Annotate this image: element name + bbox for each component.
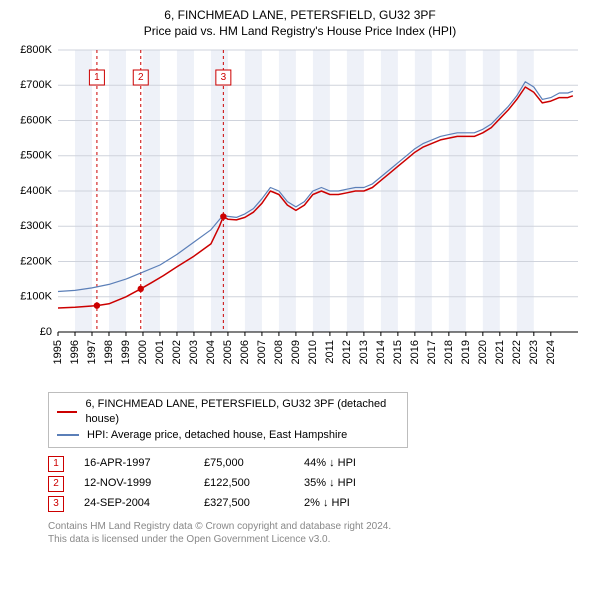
- sale-row: 1 16-APR-1997 £75,000 44% ↓ HPI: [48, 454, 580, 474]
- sale-date: 24-SEP-2004: [84, 494, 184, 514]
- chart-subtitle: Price paid vs. HM Land Registry's House …: [12, 24, 588, 38]
- svg-text:2021: 2021: [494, 340, 506, 364]
- svg-text:3: 3: [221, 72, 227, 83]
- svg-text:2010: 2010: [307, 340, 319, 364]
- svg-text:1998: 1998: [103, 340, 115, 364]
- sale-date: 12-NOV-1999: [84, 474, 184, 494]
- legend-item: 6, FINCHMEAD LANE, PETERSFIELD, GU32 3PF…: [57, 397, 399, 428]
- svg-text:2017: 2017: [426, 340, 438, 364]
- svg-text:2004: 2004: [205, 340, 217, 364]
- sale-row: 3 24-SEP-2004 £327,500 2% ↓ HPI: [48, 494, 580, 514]
- chart-container: 6, FINCHMEAD LANE, PETERSFIELD, GU32 3PF…: [0, 0, 600, 590]
- sales-table: 1 16-APR-1997 £75,000 44% ↓ HPI 2 12-NOV-1999…: [48, 454, 580, 513]
- legend: 6, FINCHMEAD LANE, PETERSFIELD, GU32 3PF…: [48, 392, 408, 448]
- sale-hpi-diff: 35% ↓ HPI: [304, 474, 404, 494]
- svg-text:£700K: £700K: [20, 79, 52, 91]
- svg-text:2000: 2000: [137, 340, 149, 364]
- svg-text:£100K: £100K: [20, 291, 52, 303]
- svg-text:£400K: £400K: [20, 185, 52, 197]
- svg-text:1997: 1997: [86, 340, 98, 364]
- svg-text:2: 2: [138, 72, 144, 83]
- svg-text:1999: 1999: [120, 340, 132, 364]
- svg-text:2013: 2013: [358, 340, 370, 364]
- svg-text:2011: 2011: [324, 340, 336, 364]
- svg-text:£800K: £800K: [20, 44, 52, 56]
- svg-text:2012: 2012: [341, 340, 353, 364]
- svg-text:2014: 2014: [375, 340, 387, 364]
- footer-line-2: This data is licensed under the Open Gov…: [48, 533, 580, 546]
- svg-text:2023: 2023: [528, 340, 540, 364]
- svg-text:2018: 2018: [443, 340, 455, 364]
- svg-text:2024: 2024: [545, 340, 557, 364]
- legend-item: HPI: Average price, detached house, East…: [57, 428, 399, 443]
- legend-label: 6, FINCHMEAD LANE, PETERSFIELD, GU32 3PF…: [85, 397, 399, 428]
- sale-hpi-diff: 2% ↓ HPI: [304, 494, 404, 514]
- sale-date: 16-APR-1997: [84, 454, 184, 474]
- svg-text:2007: 2007: [256, 340, 268, 364]
- footer-line-1: Contains HM Land Registry data © Crown c…: [48, 520, 580, 533]
- sale-marker-icon: 3: [48, 496, 64, 512]
- sale-price: £122,500: [204, 474, 284, 494]
- attribution-footer: Contains HM Land Registry data © Crown c…: [48, 520, 580, 546]
- sale-marker-icon: 1: [48, 456, 64, 472]
- svg-text:1995: 1995: [52, 340, 64, 364]
- svg-text:2015: 2015: [392, 340, 404, 364]
- svg-text:2009: 2009: [290, 340, 302, 364]
- sale-row: 2 12-NOV-1999 £122,500 35% ↓ HPI: [48, 474, 580, 494]
- svg-text:£200K: £200K: [20, 255, 52, 267]
- svg-text:1: 1: [94, 72, 100, 83]
- svg-text:2016: 2016: [409, 340, 421, 364]
- svg-text:2001: 2001: [154, 340, 166, 364]
- svg-text:£600K: £600K: [20, 114, 52, 126]
- sale-price: £75,000: [204, 454, 284, 474]
- sale-marker-icon: 2: [48, 476, 64, 492]
- svg-text:2020: 2020: [477, 340, 489, 364]
- svg-text:1996: 1996: [69, 340, 81, 364]
- svg-text:£500K: £500K: [20, 150, 52, 162]
- svg-text:2006: 2006: [239, 340, 251, 364]
- legend-swatch: [57, 411, 77, 413]
- legend-swatch: [57, 434, 79, 436]
- svg-text:2003: 2003: [188, 340, 200, 364]
- svg-text:£0: £0: [40, 326, 52, 338]
- svg-text:2005: 2005: [222, 340, 234, 364]
- chart-title-address: 6, FINCHMEAD LANE, PETERSFIELD, GU32 3PF: [12, 8, 588, 22]
- svg-text:2019: 2019: [460, 340, 472, 364]
- sale-price: £327,500: [204, 494, 284, 514]
- svg-text:£300K: £300K: [20, 220, 52, 232]
- line-chart-svg: £0 £100K £200K £300K £400K £500K £600K £700K £80…: [12, 44, 588, 384]
- sale-hpi-diff: 44% ↓ HPI: [304, 454, 404, 474]
- svg-text:2008: 2008: [273, 340, 285, 364]
- chart-plot-area: £0 £100K £200K £300K £400K £500K £600K £700K £80…: [12, 44, 588, 384]
- svg-text:2002: 2002: [171, 340, 183, 364]
- legend-label: HPI: Average price, detached house, East…: [87, 428, 347, 443]
- svg-text:2022: 2022: [511, 340, 523, 364]
